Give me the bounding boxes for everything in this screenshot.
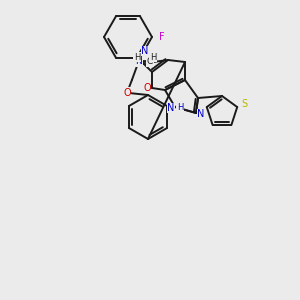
Text: H: H (150, 52, 156, 62)
Text: O: O (143, 83, 151, 93)
Text: N: N (197, 109, 205, 119)
Text: C: C (147, 58, 153, 67)
Text: N: N (136, 58, 142, 67)
Text: O: O (123, 88, 131, 98)
Text: H: H (134, 52, 140, 62)
Text: F: F (159, 32, 165, 42)
Text: H: H (177, 103, 183, 112)
Text: N: N (167, 103, 175, 113)
Text: S: S (241, 99, 247, 109)
Text: N: N (141, 46, 149, 56)
